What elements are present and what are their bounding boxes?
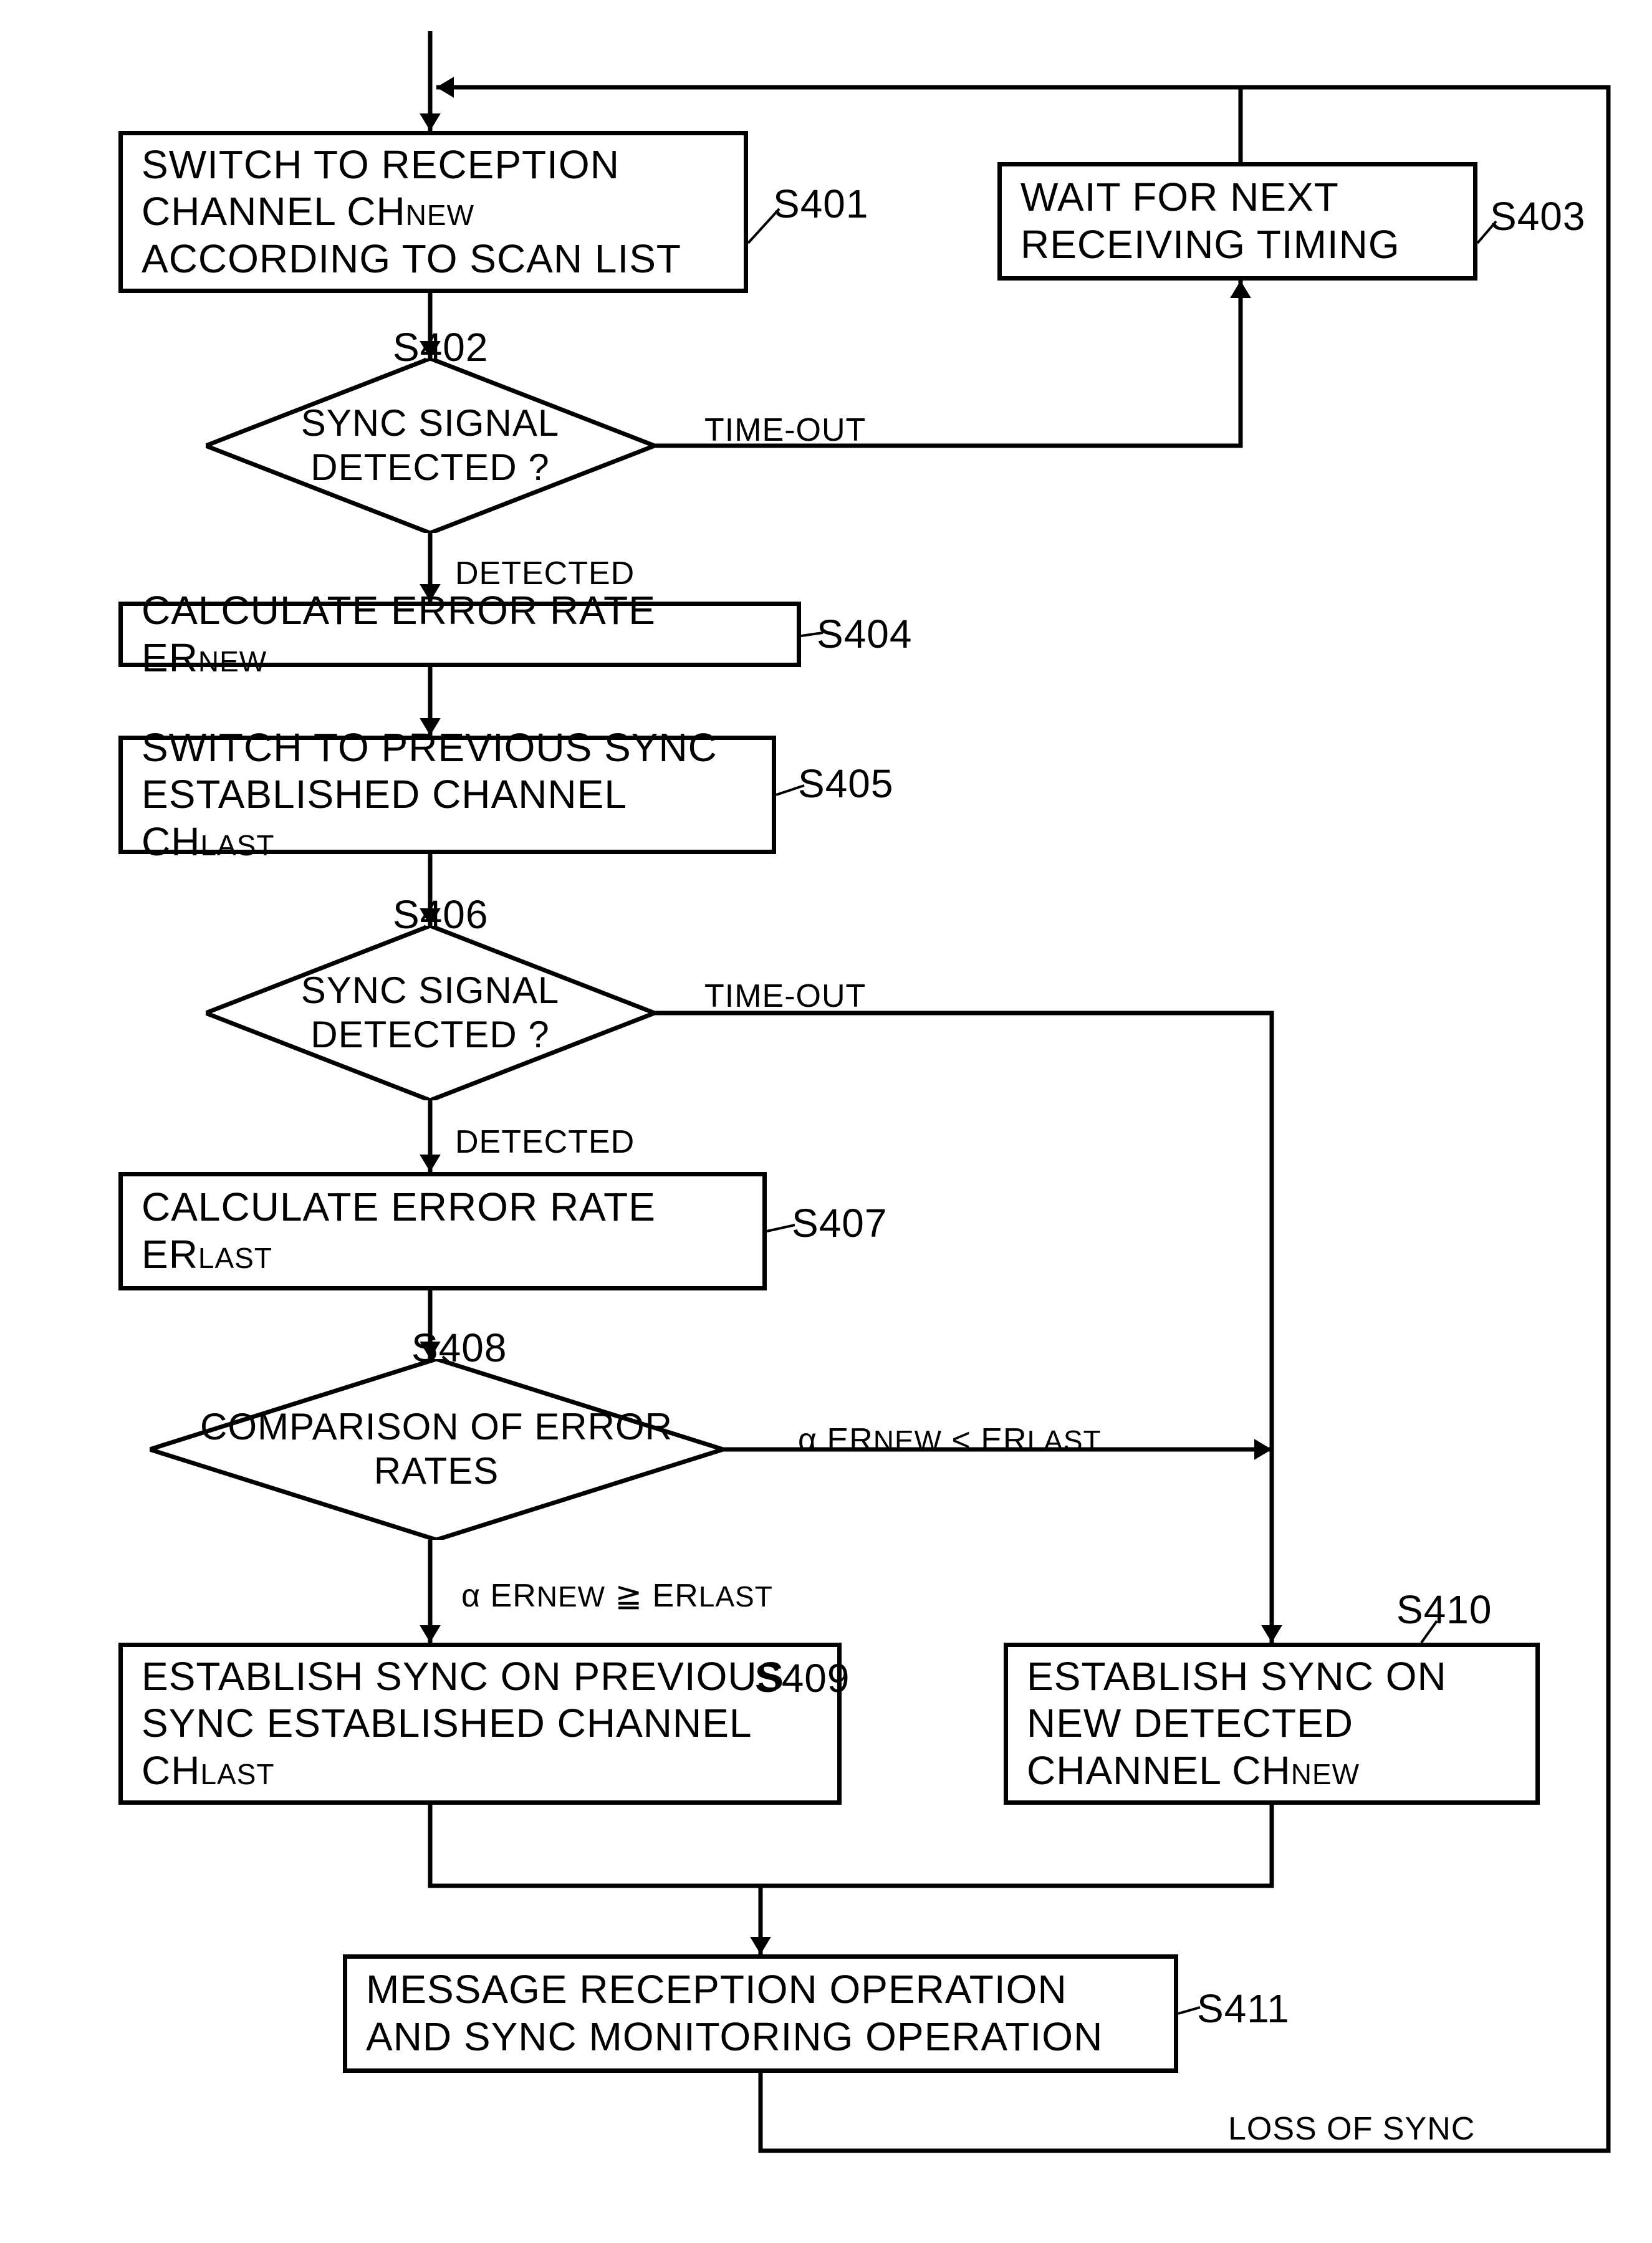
tag-s410: S410: [1396, 1587, 1492, 1633]
tag-s405: S405: [798, 761, 893, 807]
process-text: MESSAGE RECEPTION OPERATION AND SYNC MON…: [366, 1966, 1155, 2060]
process-text: ESTABLISH SYNC ON PREVIOUS SYNC ESTABLIS…: [142, 1653, 819, 1795]
process-text: WAIT FOR NEXT RECEIVING TIMING: [1020, 174, 1454, 268]
tag-s401: S401: [773, 181, 868, 227]
process-text: ESTABLISH SYNC ON NEW DETECTED CHANNEL C…: [1027, 1653, 1517, 1795]
branch-bottom-s408: α ERNEW ≧ ERLAST: [461, 1577, 773, 1615]
flowchart-canvas: SWITCH TO RECEPTION CHANNEL CHNEW ACCORD…: [12, 12, 1652, 2231]
decision-text: SYNC SIGNAL DETECTED ?: [206, 926, 655, 1100]
process-s403: WAIT FOR NEXT RECEIVING TIMING: [997, 162, 1477, 281]
branch-bottom-s406: DETECTED: [455, 1123, 635, 1161]
branch-right-s406: TIME-OUT: [704, 977, 866, 1015]
process-s407: CALCULATE ERROR RATE ERLAST: [118, 1172, 767, 1290]
process-text: SWITCH TO RECEPTION CHANNEL CHNEW ACCORD…: [142, 142, 725, 283]
process-s405: SWITCH TO PREVIOUS SYNC ESTABLISHED CHAN…: [118, 736, 776, 854]
decision-text: SYNC SIGNAL DETECTED ?: [206, 358, 655, 533]
process-s401: SWITCH TO RECEPTION CHANNEL CHNEW ACCORD…: [118, 131, 748, 293]
process-s404: CALCULATE ERROR RATE ERNEW: [118, 602, 801, 667]
tag-s408: S408: [411, 1325, 507, 1371]
process-text: CALCULATE ERROR RATE ERLAST: [142, 1184, 744, 1278]
tag-s404: S404: [817, 611, 912, 657]
exit-s411: LOSS OF SYNC: [1228, 2110, 1475, 2148]
tag-s402: S402: [393, 324, 488, 370]
process-s409: ESTABLISH SYNC ON PREVIOUS SYNC ESTABLIS…: [118, 1643, 842, 1805]
decision-s408: COMPARISON OF ERROR RATES: [150, 1359, 723, 1540]
process-s411: MESSAGE RECEPTION OPERATION AND SYNC MON…: [343, 1954, 1178, 2073]
tag-s403: S403: [1490, 193, 1585, 239]
tag-s407: S407: [792, 1200, 887, 1246]
tag-s409: S409: [754, 1655, 850, 1701]
decision-text: COMPARISON OF ERROR RATES: [150, 1359, 723, 1540]
branch-right-s408: α ERNEW < ERLAST: [798, 1421, 1102, 1459]
process-text: SWITCH TO PREVIOUS SYNC ESTABLISHED CHAN…: [142, 724, 753, 866]
process-s410: ESTABLISH SYNC ON NEW DETECTED CHANNEL C…: [1004, 1643, 1540, 1805]
tag-s411: S411: [1197, 1986, 1290, 2032]
decision-s406: SYNC SIGNAL DETECTED ?: [206, 926, 655, 1100]
tag-s406: S406: [393, 891, 488, 938]
decision-s402: SYNC SIGNAL DETECTED ?: [206, 358, 655, 533]
process-text: CALCULATE ERROR RATE ERNEW: [142, 587, 778, 681]
branch-right-s402: TIME-OUT: [704, 411, 866, 449]
